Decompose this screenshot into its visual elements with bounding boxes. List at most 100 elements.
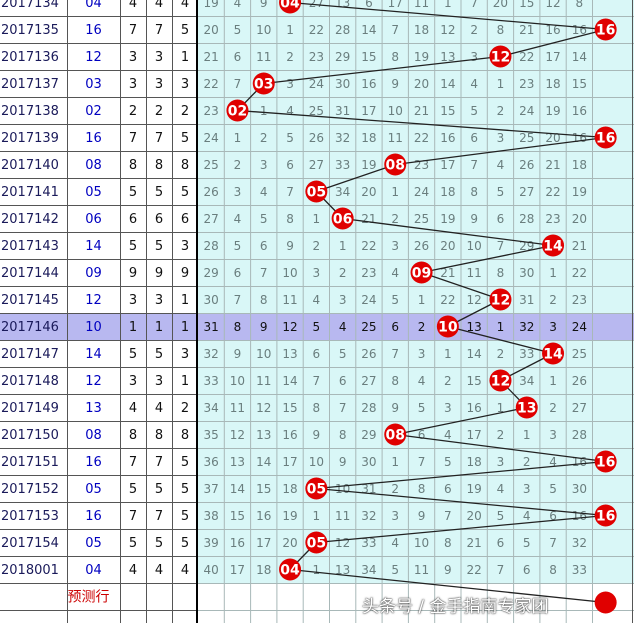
miss-cell: 8 (260, 293, 268, 307)
miss-cell: 12 (545, 0, 560, 10)
miss-cell: 11 (256, 50, 271, 64)
number-ball-label: 04 (280, 0, 300, 12)
miss-cell: 14 (467, 347, 482, 361)
miss-cell: 6 (523, 563, 531, 577)
grid-row-bg (198, 421, 634, 448)
miss-cell: 18 (256, 563, 271, 577)
miss-cell: 11 (414, 563, 429, 577)
miss-cell: 3 (234, 185, 242, 199)
miss-cell: 3 (497, 131, 505, 145)
miss-cell: 23 (204, 104, 219, 118)
miss-cell: 1 (497, 320, 505, 334)
miss-cell: 6 (234, 50, 242, 64)
miss-cell: 15 (282, 401, 297, 415)
miss-cell: 4 (549, 455, 557, 469)
miss-cell: 29 (335, 50, 350, 64)
digit-cell: 3 (181, 77, 189, 92)
miss-cell: 2 (260, 131, 268, 145)
miss-cell: 31 (519, 293, 534, 307)
miss-cell: 28 (572, 428, 587, 442)
miss-cell: 28 (335, 23, 350, 37)
miss-cell: 6 (260, 239, 268, 253)
value-cell: 09 (85, 266, 102, 281)
trend-segment (421, 244, 554, 274)
miss-cell: 2 (497, 347, 505, 361)
trend-segment (263, 55, 501, 85)
miss-cell: 5 (234, 239, 242, 253)
miss-cell: 15 (440, 104, 455, 118)
miss-cell: 9 (234, 347, 242, 361)
miss-cell: 21 (440, 266, 455, 280)
left-row-bg (0, 43, 198, 70)
miss-cell: 18 (572, 158, 587, 172)
miss-cell: 16 (256, 509, 271, 523)
miss-cell: 6 (286, 158, 294, 172)
period-cell: 2017151 (1, 455, 59, 470)
miss-cell: 19 (572, 185, 587, 199)
value-cell: 12 (85, 374, 102, 389)
miss-cell: 1 (523, 428, 531, 442)
miss-cell: 2 (313, 239, 321, 253)
digit-cell: 1 (181, 320, 189, 335)
miss-cell: 26 (309, 131, 324, 145)
miss-cell: 3 (418, 347, 426, 361)
miss-cell: 34 (335, 185, 350, 199)
period-cell: 2017143 (1, 239, 59, 254)
value-cell: 05 (85, 536, 102, 551)
digit-cell: 2 (181, 104, 189, 119)
miss-cell: 12 (256, 401, 271, 415)
miss-cell: 8 (391, 50, 399, 64)
miss-cell: 16 (545, 23, 560, 37)
trend-segment (237, 109, 606, 139)
miss-cell: 21 (467, 536, 482, 550)
miss-cell: 15 (230, 509, 245, 523)
miss-cell: 10 (335, 482, 350, 496)
trend-segment (316, 460, 606, 490)
period-cell: 2017145 (1, 293, 59, 308)
miss-cell: 10 (256, 23, 271, 37)
miss-cell: 12 (282, 320, 297, 334)
miss-cell: 2 (339, 266, 347, 280)
miss-cell: 22 (309, 23, 324, 37)
miss-cell: 3 (444, 401, 452, 415)
miss-cell: 26 (414, 239, 429, 253)
miss-cell: 19 (204, 0, 219, 10)
period-cell: 2017154 (1, 536, 59, 551)
miss-cell: 11 (230, 401, 245, 415)
left-row-bg (0, 556, 198, 583)
miss-cell: 27 (519, 185, 534, 199)
digit-cell: 5 (155, 185, 163, 200)
miss-cell: 15 (519, 0, 534, 10)
miss-cell: 7 (497, 239, 505, 253)
digit-cell: 5 (181, 455, 189, 470)
cell-backgrounds (0, 0, 634, 610)
miss-cell: 3 (286, 77, 294, 91)
miss-cell: 30 (204, 293, 219, 307)
miss-cell: 16 (230, 536, 245, 550)
miss-cell: 8 (418, 482, 426, 496)
number-ball (594, 126, 617, 149)
miss-cell: 8 (444, 536, 452, 550)
miss-cell: 16 (282, 428, 297, 442)
number-ball (594, 18, 617, 41)
miss-cell: 33 (335, 158, 350, 172)
miss-cell: 2 (391, 482, 399, 496)
miss-cell: 10 (230, 374, 245, 388)
left-row-bg (0, 259, 198, 286)
digit-cell: 7 (155, 455, 163, 470)
digit-cell: 4 (129, 401, 137, 416)
left-row-bg (0, 421, 198, 448)
number-ball-label: 16 (596, 23, 615, 39)
left-row-bg (0, 448, 198, 475)
miss-cell: 16 (361, 77, 376, 91)
miss-cell: 22 (414, 131, 429, 145)
miss-cell: 26 (204, 185, 219, 199)
miss-cell: 4 (234, 0, 242, 10)
miss-cell: 5 (497, 509, 505, 523)
miss-cell: 18 (545, 77, 560, 91)
left-row-bg (0, 583, 198, 610)
digit-cell: 4 (129, 0, 137, 11)
miss-cell: 7 (470, 158, 478, 172)
miss-cell: 5 (523, 536, 531, 550)
period-cell: 2017137 (1, 77, 59, 92)
